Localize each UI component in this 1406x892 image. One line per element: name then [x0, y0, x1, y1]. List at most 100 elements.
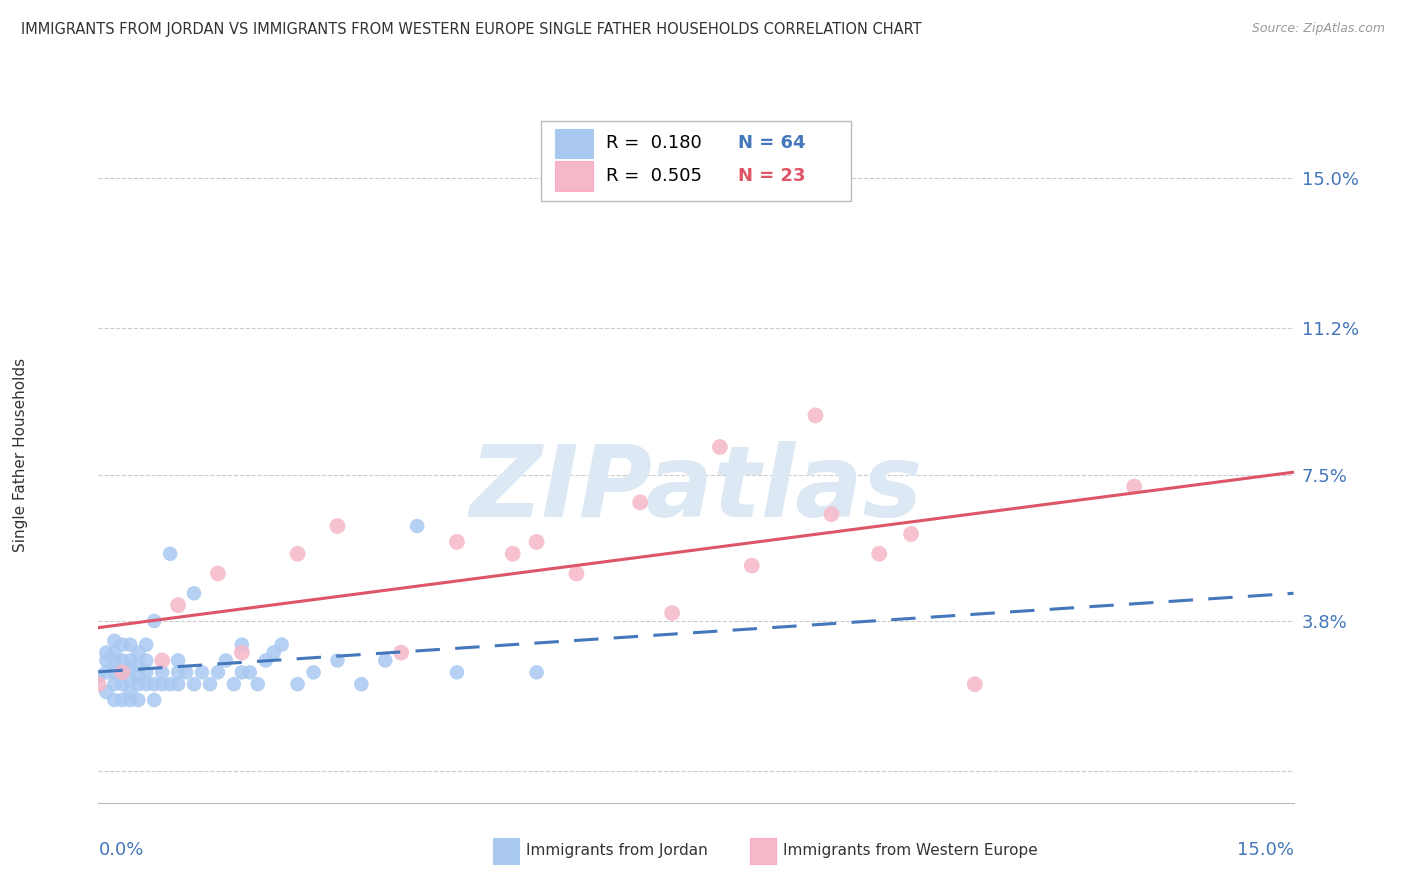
Point — [406, 519, 429, 533]
Point — [127, 669, 149, 683]
Point — [628, 495, 651, 509]
Point — [239, 665, 262, 680]
Point — [120, 685, 142, 699]
Point — [174, 665, 197, 680]
Point — [167, 665, 190, 680]
Point — [326, 653, 349, 667]
Point — [120, 638, 142, 652]
Point — [183, 677, 205, 691]
Point — [207, 665, 229, 680]
Text: IMMIGRANTS FROM JORDAN VS IMMIGRANTS FROM WESTERN EUROPE SINGLE FATHER HOUSEHOLD: IMMIGRANTS FROM JORDAN VS IMMIGRANTS FRO… — [21, 22, 922, 37]
Point — [207, 566, 229, 581]
Point — [111, 677, 134, 691]
Point — [709, 440, 731, 454]
Point — [103, 653, 125, 667]
Point — [96, 665, 118, 680]
Point — [143, 677, 166, 691]
Point — [167, 653, 190, 667]
Point — [111, 665, 134, 680]
Point — [804, 409, 827, 423]
Point — [446, 534, 468, 549]
Point — [900, 527, 922, 541]
Point — [143, 693, 166, 707]
Point — [135, 677, 157, 691]
Bar — [494, 838, 519, 864]
Point — [820, 507, 842, 521]
Point — [87, 677, 110, 691]
Point — [526, 534, 548, 549]
Point — [120, 661, 142, 675]
Text: 0.0%: 0.0% — [98, 841, 143, 859]
Point — [868, 547, 890, 561]
Point — [287, 547, 309, 561]
Point — [222, 677, 245, 691]
Point — [963, 677, 986, 691]
Point — [103, 633, 125, 648]
Point — [111, 653, 134, 667]
Point — [302, 665, 325, 680]
Point — [96, 685, 118, 699]
Point — [183, 586, 205, 600]
Point — [127, 677, 149, 691]
Bar — [749, 838, 776, 864]
Text: Source: ZipAtlas.com: Source: ZipAtlas.com — [1251, 22, 1385, 36]
Text: R =  0.180: R = 0.180 — [606, 134, 702, 153]
Point — [215, 653, 238, 667]
Point — [270, 638, 292, 652]
Point — [526, 665, 548, 680]
Point — [120, 693, 142, 707]
Bar — [555, 161, 593, 191]
Point — [326, 519, 349, 533]
Point — [103, 646, 125, 660]
Point — [111, 693, 134, 707]
Point — [246, 677, 269, 691]
Text: N = 23: N = 23 — [738, 167, 806, 185]
Point — [120, 673, 142, 688]
Point — [198, 677, 221, 691]
Text: Single Father Households: Single Father Households — [13, 358, 28, 552]
Point — [127, 646, 149, 660]
Point — [191, 665, 214, 680]
Point — [167, 677, 190, 691]
Bar — [540, 121, 852, 201]
Point — [127, 657, 149, 672]
Point — [287, 677, 309, 691]
Point — [263, 646, 285, 660]
Text: R =  0.505: R = 0.505 — [606, 167, 703, 185]
Point — [231, 665, 253, 680]
Point — [150, 653, 173, 667]
Text: Immigrants from Jordan: Immigrants from Jordan — [526, 843, 709, 858]
Point — [103, 677, 125, 691]
Point — [135, 653, 157, 667]
Point — [167, 598, 190, 612]
Point — [159, 677, 181, 691]
Point — [159, 547, 181, 561]
Point — [231, 638, 253, 652]
Point — [96, 653, 118, 667]
Point — [389, 646, 412, 660]
Point — [111, 638, 134, 652]
Point — [231, 646, 253, 660]
Point — [135, 638, 157, 652]
Point — [135, 665, 157, 680]
Point — [374, 653, 396, 667]
Point — [150, 665, 173, 680]
Point — [446, 665, 468, 680]
Point — [565, 566, 588, 581]
Point — [254, 653, 277, 667]
Point — [143, 614, 166, 628]
Bar — [555, 128, 593, 158]
Text: ZIPatlas: ZIPatlas — [470, 442, 922, 538]
Point — [120, 653, 142, 667]
Point — [87, 669, 110, 683]
Point — [741, 558, 763, 573]
Point — [127, 693, 149, 707]
Point — [350, 677, 373, 691]
Text: N = 64: N = 64 — [738, 134, 806, 153]
Point — [111, 665, 134, 680]
Text: Immigrants from Western Europe: Immigrants from Western Europe — [783, 843, 1038, 858]
Point — [661, 606, 683, 620]
Point — [1123, 479, 1146, 493]
Point — [150, 677, 173, 691]
Point — [103, 693, 125, 707]
